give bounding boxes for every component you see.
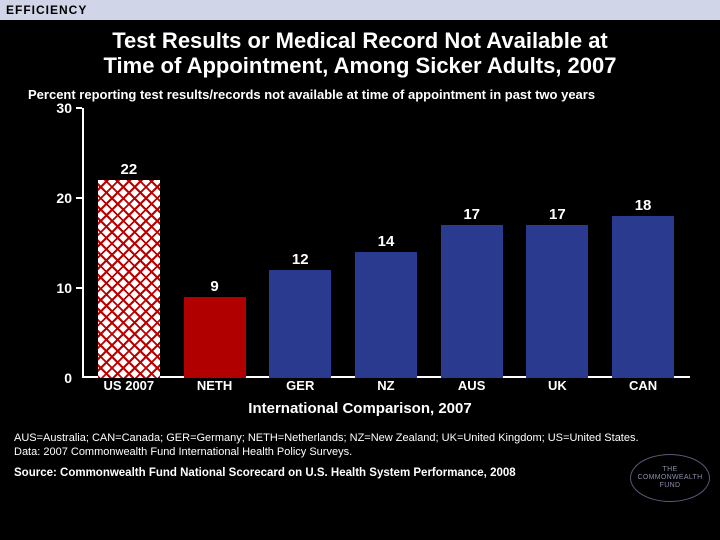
commonwealth-stamp: THE COMMONWEALTH FUND [630, 454, 710, 502]
y-axis: 30 20 10 0 [48, 108, 76, 378]
x-labels: US 2007 NETH GER NZ AUS UK CAN [82, 378, 690, 398]
bar [612, 216, 674, 378]
bar-value-label: 17 [549, 206, 566, 223]
x-axis-label: CAN [608, 378, 678, 398]
source-line: Source: Commonwealth Fund National Score… [14, 467, 706, 479]
footnote-line-1: AUS=Australia; CAN=Canada; GER=Germany; … [14, 432, 639, 444]
y-tick-20: 20 [56, 190, 72, 206]
x-axis-label: NETH [180, 378, 250, 398]
bar [526, 225, 588, 378]
bar [184, 297, 246, 378]
x-axis-label: GER [265, 378, 335, 398]
footnote-line-2: Data: 2007 Commonwealth Fund Internation… [14, 446, 352, 458]
stamp-line: FUND [631, 482, 709, 490]
slide-title: Test Results or Medical Record Not Avail… [40, 28, 680, 79]
stamp-line: COMMONWEALTH [631, 474, 709, 482]
subtitle: Percent reporting test results/records n… [28, 87, 692, 102]
chart-axis-title: International Comparison, 2007 [0, 400, 720, 417]
stamp-line: THE [631, 466, 709, 474]
bar-column: 18 [608, 197, 678, 378]
bar-value-label: 12 [292, 251, 309, 268]
title-line-1: Test Results or Medical Record Not Avail… [112, 28, 608, 53]
y-tick-30: 30 [56, 100, 72, 116]
bar-column: 22 [94, 161, 164, 378]
bar-value-label: 17 [463, 206, 480, 223]
x-axis-label: AUS [437, 378, 507, 398]
bar [441, 225, 503, 378]
bar-value-label: 18 [635, 197, 652, 214]
title-line-2: Time of Appointment, Among Sicker Adults… [103, 53, 616, 78]
x-axis-label: UK [522, 378, 592, 398]
bar [355, 252, 417, 378]
bar [269, 270, 331, 378]
bar-column: 17 [522, 206, 592, 378]
bar-column: 9 [180, 278, 250, 378]
bar [98, 180, 160, 378]
bar-column: 17 [437, 206, 507, 378]
bar-value-label: 14 [378, 233, 395, 250]
bars-area: 22 9 12 14 17 17 18 [82, 108, 690, 378]
bar-column: 14 [351, 233, 421, 378]
bar-column: 12 [265, 251, 335, 378]
efficiency-banner: EFFICIENCY [0, 0, 720, 20]
x-axis-label: US 2007 [94, 378, 164, 398]
y-tick-0: 0 [64, 370, 72, 386]
footnote: AUS=Australia; CAN=Canada; GER=Germany; … [14, 431, 706, 460]
x-axis-label: NZ [351, 378, 421, 398]
bar-chart: 30 20 10 0 22 9 12 14 17 17 18 US 2007 NETH GER N… [48, 108, 690, 398]
bar-value-label: 9 [210, 278, 218, 295]
y-tick-10: 10 [56, 280, 72, 296]
bar-value-label: 22 [121, 161, 138, 178]
